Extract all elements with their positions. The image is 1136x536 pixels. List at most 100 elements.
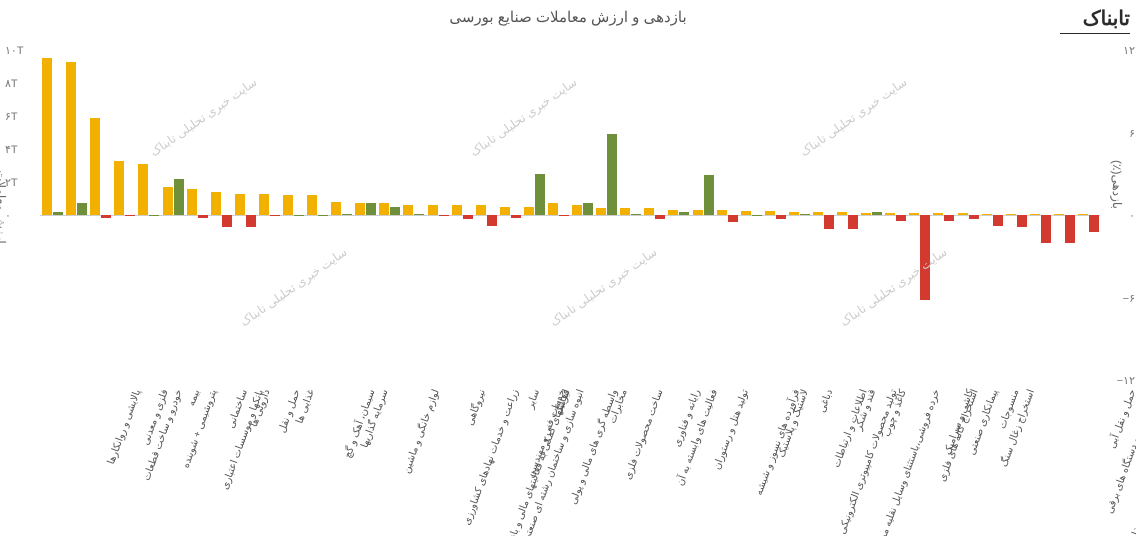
volume-bar <box>259 194 269 215</box>
return-bar <box>752 215 762 216</box>
return-bar <box>439 215 449 216</box>
volume-bar <box>42 58 52 215</box>
return-bar <box>125 215 135 216</box>
volume-bar <box>187 189 197 215</box>
volume-bar <box>909 213 919 215</box>
return-bar <box>390 207 400 215</box>
return-bar <box>848 215 858 229</box>
volume-bar <box>837 212 847 215</box>
left-axis-tick: ۲T <box>5 176 35 189</box>
volume-bar <box>717 210 727 215</box>
chart-title: بازدهی و ارزش معاملات صنایع بورسی <box>0 8 1136 26</box>
return-bar <box>342 214 352 215</box>
volume-bar <box>548 203 558 215</box>
left-axis-tick: ۰ <box>5 209 35 222</box>
volume-bar <box>403 205 413 215</box>
volume-bar <box>885 213 895 215</box>
return-bar <box>149 215 159 216</box>
volume-bar <box>90 118 100 215</box>
volume-bar <box>668 210 678 215</box>
return-bar <box>896 215 906 221</box>
volume-bar <box>355 203 365 215</box>
volume-bar <box>138 164 148 215</box>
volume-bar <box>500 207 510 215</box>
volume-bar <box>66 62 76 215</box>
chart-area: ۰۲T۴T۶T۸T۱۰T−۱۲−۶۰۶۱۲ <box>40 50 1100 380</box>
volume-bar <box>283 195 293 215</box>
return-bar <box>270 215 280 216</box>
right-axis-tick: ۰ <box>1105 209 1135 222</box>
volume-bar <box>596 208 606 215</box>
return-bar <box>101 215 111 218</box>
category-label: ساخت محصولات فلزی <box>623 388 666 481</box>
left-axis-tick: ۶T <box>5 110 35 123</box>
left-axis-tick: ۴T <box>5 143 35 156</box>
volume-bar <box>765 211 775 215</box>
return-bar <box>294 215 304 216</box>
right-axis-tick: ۶ <box>1105 127 1135 140</box>
right-axis-title: بازدهی(٪) <box>1110 160 1124 209</box>
left-axis-tick: ۸T <box>5 77 35 90</box>
volume-bar <box>163 187 173 215</box>
volume-bar <box>933 213 943 215</box>
return-bar <box>607 134 617 215</box>
volume-bar <box>572 205 582 215</box>
volume-bar <box>1030 214 1040 215</box>
return-bar <box>993 215 1003 226</box>
return-bar <box>728 215 738 222</box>
volume-bar <box>693 210 703 215</box>
return-bar <box>944 215 954 221</box>
return-bar <box>1089 215 1099 232</box>
volume-bar <box>379 203 389 215</box>
volume-bar <box>982 214 992 215</box>
right-axis-tick: −۶ <box>1105 292 1135 305</box>
return-bar <box>1065 215 1075 243</box>
return-bar <box>174 179 184 215</box>
volume-bar <box>1006 214 1016 215</box>
return-bar <box>366 203 376 215</box>
volume-bar <box>1078 214 1088 215</box>
volume-bar <box>452 205 462 215</box>
return-bar <box>511 215 521 218</box>
return-bar <box>824 215 834 229</box>
volume-bar <box>476 205 486 215</box>
right-axis-tick: ۱۲ <box>1105 44 1135 57</box>
volume-bar <box>211 192 221 215</box>
volume-bar <box>813 212 823 215</box>
volume-bar <box>644 208 654 215</box>
right-axis-tick: −۱۲ <box>1105 374 1135 387</box>
category-label: تولید هتل و رستوران <box>712 388 751 471</box>
volume-bar <box>331 202 341 215</box>
return-bar <box>222 215 232 227</box>
return-bar <box>800 214 810 215</box>
return-bar <box>1041 215 1051 243</box>
logo-underline <box>1060 33 1130 34</box>
return-bar <box>1017 215 1027 227</box>
volume-bar <box>861 213 871 215</box>
return-bar <box>583 203 593 215</box>
return-bar <box>318 215 328 216</box>
volume-bar <box>789 212 799 215</box>
category-label: دباغی <box>817 388 835 414</box>
return-bar <box>463 215 473 219</box>
category-label: لوازم خانگی و ماشین <box>401 388 442 475</box>
return-bar <box>77 203 87 215</box>
return-bar <box>679 212 689 215</box>
volume-bar <box>114 161 124 215</box>
return-bar <box>559 215 569 216</box>
return-bar <box>631 214 641 215</box>
return-bar <box>414 214 424 215</box>
category-label: پالایشی و روانکارها <box>106 388 143 466</box>
volume-bar <box>307 195 317 215</box>
return-bar <box>704 175 714 215</box>
category-label: سایر <box>525 388 542 410</box>
return-bar <box>920 215 930 300</box>
return-bar <box>198 215 208 218</box>
category-label: بیمه <box>186 388 202 408</box>
volume-bar <box>620 208 630 215</box>
return-bar <box>535 174 545 215</box>
category-label: نیروگاهی <box>464 388 487 427</box>
volume-bar <box>741 211 751 215</box>
return-bar <box>487 215 497 226</box>
plot-area: ۰۲T۴T۶T۸T۱۰T−۱۲−۶۰۶۱۲ <box>40 50 1100 380</box>
